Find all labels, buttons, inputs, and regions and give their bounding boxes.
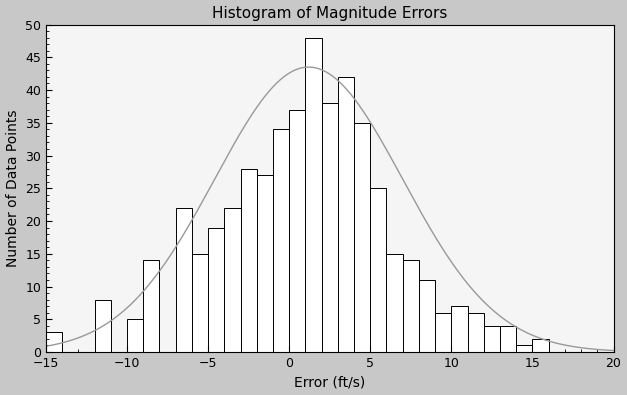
Bar xyxy=(143,260,159,352)
Bar xyxy=(371,188,386,352)
Bar xyxy=(354,123,371,352)
Bar xyxy=(208,228,224,352)
Bar xyxy=(468,313,484,352)
Bar xyxy=(484,326,500,352)
Bar xyxy=(322,103,338,352)
Bar xyxy=(403,260,419,352)
Bar xyxy=(95,300,111,352)
X-axis label: Error (ft/s): Error (ft/s) xyxy=(294,375,366,389)
Bar xyxy=(435,313,451,352)
Bar xyxy=(338,77,354,352)
Bar xyxy=(241,169,257,352)
Bar xyxy=(516,346,532,352)
Bar xyxy=(46,332,62,352)
Bar xyxy=(289,110,305,352)
Bar xyxy=(500,326,516,352)
Bar xyxy=(273,129,289,352)
Bar xyxy=(224,208,241,352)
Bar xyxy=(451,306,468,352)
Bar xyxy=(419,280,435,352)
Bar xyxy=(176,208,192,352)
Bar xyxy=(192,254,208,352)
Bar xyxy=(257,175,273,352)
Bar xyxy=(532,339,549,352)
Y-axis label: Number of Data Points: Number of Data Points xyxy=(6,109,19,267)
Bar xyxy=(386,254,403,352)
Title: Histogram of Magnitude Errors: Histogram of Magnitude Errors xyxy=(212,6,448,21)
Bar xyxy=(305,38,322,352)
Bar xyxy=(127,319,143,352)
